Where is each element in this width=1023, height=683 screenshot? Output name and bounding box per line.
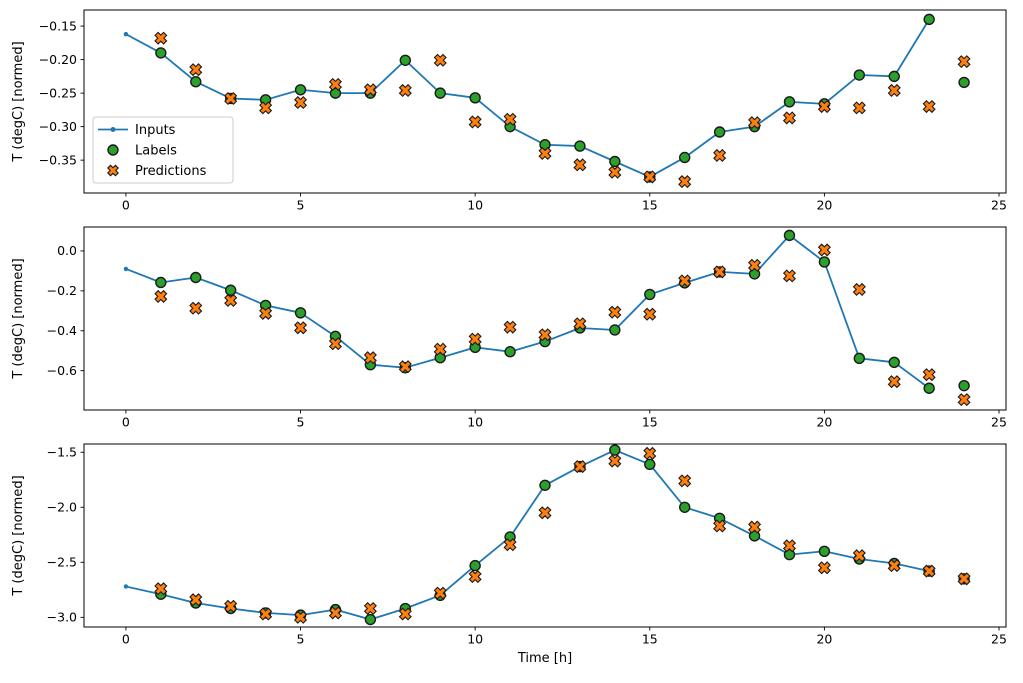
predictions-points [154,243,971,407]
y-tick-label: −0.15 [39,18,77,33]
y-tick-label: −3.0 [47,610,77,625]
ticks-1: 0 5 10 15 20 25 −0.15 −0.20 −0.25 −0.30 −0.35 [39,18,1007,212]
legend: Inputs Labels Predictions [92,116,234,184]
y-tick-label: −0.25 [39,85,77,100]
x-axis-label: Time [h] [517,651,572,666]
x-tick-label: 0 [122,198,130,213]
x-tick-label: 5 [297,198,305,213]
x-tick-label: 5 [297,415,305,430]
x-tick-label: 15 [642,415,658,430]
y-tick-label: −0.4 [47,323,77,338]
x-tick-label: 0 [122,632,130,647]
x-tick-label: 10 [467,415,483,430]
x-tick-label: 20 [816,632,832,647]
predictions-points [154,446,971,624]
y-tick-label: 0.0 [57,243,77,258]
x-tick-label: 5 [297,632,305,647]
axes-3: 0 5 10 15 20 25 −1.5 −2.0 −2.5 −3.0 T (degC) [norm… [11,443,1007,666]
y-tick-label: −0.35 [39,152,77,167]
legend-label: Inputs [135,123,176,138]
x-tick-label: 25 [991,198,1007,213]
y-axis-label: T (degC) [normed] [11,41,26,162]
legend-label: Predictions [135,164,207,179]
y-tick-label: −2.0 [47,500,77,515]
x-tick-label: 20 [816,198,832,213]
x-tick-label: 25 [991,415,1007,430]
y-axis-label: T (degC) [normed] [11,475,26,596]
x-tick-label: 15 [642,198,658,213]
y-tick-label: −2.5 [47,555,77,570]
y-tick-label: −0.20 [39,52,77,67]
x-tick-label: 15 [642,632,658,647]
x-tick-label: 0 [122,415,130,430]
legend-circle-icon [107,144,119,156]
x-tick-label: 20 [816,415,832,430]
legend-label: Labels [135,144,177,159]
predictions-points [154,31,971,189]
ticks-2: 0 5 10 15 20 25 0.0 −0.2 −0.4 −0.6 [47,243,1007,429]
legend-x-icon [107,164,119,177]
legend-line-dot-icon [98,127,128,132]
y-tick-label: −1.5 [47,445,77,460]
y-tick-label: −0.30 [39,119,77,134]
x-tick-label: 25 [991,632,1007,647]
axes-2: 0 5 10 15 20 25 0.0 −0.2 −0.4 −0.6 T (degC) [norme… [11,226,1007,430]
ticks-3: 0 5 10 15 20 25 −1.5 −2.0 −2.5 −3.0 [47,445,1007,647]
axes-1: 0 5 10 15 20 25 −0.15 −0.20 −0.25 −0.30 −0.35 T (de… [11,9,1007,213]
x-tick-label: 10 [467,198,483,213]
y-axis-label: T (degC) [normed] [11,258,26,379]
y-tick-label: −0.2 [47,283,77,298]
x-tick-label: 10 [467,632,483,647]
y-tick-label: −0.6 [47,363,77,378]
